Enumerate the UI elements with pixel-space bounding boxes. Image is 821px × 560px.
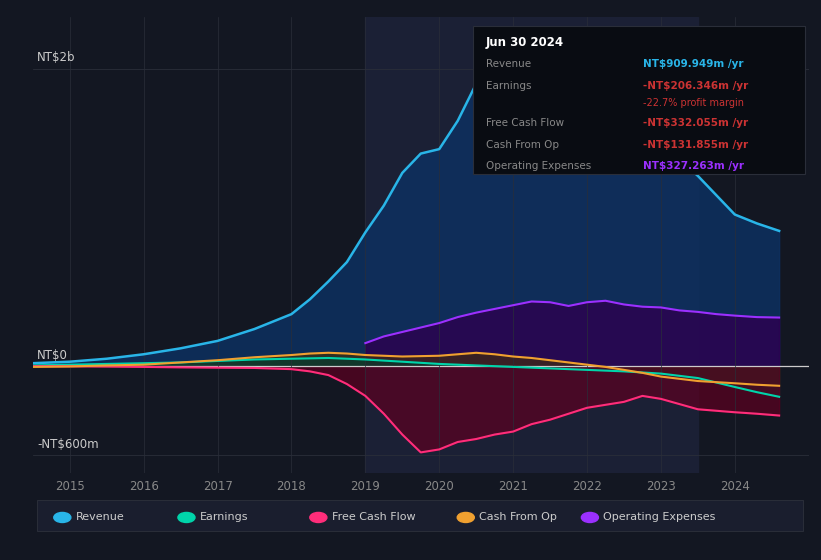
Circle shape	[457, 512, 475, 522]
Text: Cash From Op: Cash From Op	[486, 139, 559, 150]
Circle shape	[581, 512, 599, 522]
Text: Operating Expenses: Operating Expenses	[486, 161, 591, 171]
Text: NT$0: NT$0	[37, 349, 68, 362]
Text: Revenue: Revenue	[76, 512, 124, 522]
Text: Free Cash Flow: Free Cash Flow	[332, 512, 415, 522]
Text: -NT$131.855m /yr: -NT$131.855m /yr	[644, 139, 749, 150]
Text: -NT$332.055m /yr: -NT$332.055m /yr	[644, 118, 749, 128]
Text: Revenue: Revenue	[486, 59, 531, 69]
Text: -22.7% profit margin: -22.7% profit margin	[644, 99, 745, 109]
Text: Earnings: Earnings	[200, 512, 248, 522]
Text: Earnings: Earnings	[486, 81, 531, 91]
Text: Jun 30 2024: Jun 30 2024	[486, 36, 564, 49]
Circle shape	[178, 512, 195, 522]
Text: -NT$206.346m /yr: -NT$206.346m /yr	[644, 81, 749, 91]
FancyBboxPatch shape	[37, 500, 803, 531]
Text: NT$2b: NT$2b	[37, 52, 76, 64]
FancyBboxPatch shape	[473, 26, 805, 174]
Text: NT$909.949m /yr: NT$909.949m /yr	[644, 59, 744, 69]
Text: Free Cash Flow: Free Cash Flow	[486, 118, 564, 128]
Text: Operating Expenses: Operating Expenses	[603, 512, 715, 522]
Text: -NT$600m: -NT$600m	[37, 438, 99, 451]
Text: Cash From Op: Cash From Op	[479, 512, 557, 522]
Circle shape	[54, 512, 71, 522]
Circle shape	[310, 512, 327, 522]
Bar	[365, 17, 698, 473]
Text: NT$327.263m /yr: NT$327.263m /yr	[644, 161, 745, 171]
